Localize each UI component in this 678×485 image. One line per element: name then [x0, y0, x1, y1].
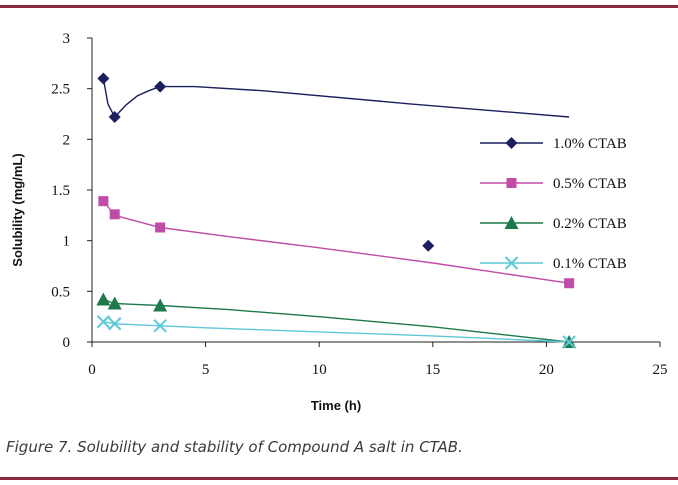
x-tick-label: 20 — [539, 362, 554, 378]
data-point-square — [109, 209, 120, 220]
data-point-diamond — [97, 72, 110, 85]
x-axis-title: Time (h) — [311, 398, 361, 413]
series-line-square — [102, 200, 570, 284]
series-lines — [102, 78, 570, 343]
data-point-square — [155, 222, 166, 233]
data-point-x — [96, 315, 111, 329]
legend-label: 0.1% CTAB — [553, 256, 627, 272]
top-rule — [0, 5, 678, 8]
data-point-x — [108, 317, 122, 331]
legend-marker — [504, 216, 519, 229]
x-tick-label: 0 — [88, 362, 96, 378]
data-point-square — [98, 196, 109, 207]
legend-marker — [506, 178, 517, 188]
legend-label: 0.5% CTAB — [553, 176, 627, 192]
data-point-x — [562, 335, 576, 349]
y-tick-label: 2 — [63, 132, 71, 148]
figure-caption: Figure 7. Solubility and stability of Co… — [6, 438, 463, 456]
legend-marker — [504, 256, 519, 270]
data-point-square — [564, 278, 575, 289]
legend-label: 0.2% CTAB — [553, 216, 627, 232]
solubility-chart: 0 0.5 1 1.5 2 2.5 3 0 5 10 15 20 25 1.0% CTAB 0.5% CT… — [10, 31, 668, 413]
data-point-triangle — [96, 292, 111, 306]
data-point-triangle — [153, 298, 168, 312]
data-point-diamond — [154, 80, 167, 93]
x-tick-label: 25 — [653, 362, 668, 378]
x-tick-label: 5 — [202, 362, 210, 378]
series-line-triangle — [103, 298, 570, 343]
series-line-x — [103, 321, 570, 343]
y-axis-title: Solubility (mg/mL) — [10, 153, 25, 266]
y-tick-label: 1.5 — [51, 183, 70, 199]
series-line-diamond — [102, 78, 570, 119]
x-tick-label: 10 — [312, 362, 327, 378]
legend: 1.0% CTAB 0.5% CTAB 0.2% CTAB 0.1% CTAB — [480, 136, 627, 272]
y-tick-label: 2.5 — [51, 82, 70, 98]
axes: 0 0.5 1 1.5 2 2.5 3 0 5 10 15 20 25 — [51, 31, 667, 378]
bottom-rule — [0, 477, 678, 480]
legend-label: 1.0% CTAB — [553, 136, 627, 152]
data-markers — [96, 72, 577, 349]
y-tick-label: 1 — [63, 234, 71, 250]
x-tick-label: 15 — [425, 362, 440, 378]
legend-marker — [505, 137, 518, 149]
y-tick-label: 0 — [63, 335, 71, 351]
data-point-diamond — [108, 111, 121, 124]
y-tick-label: 3 — [63, 31, 71, 47]
data-point-triangle — [107, 296, 122, 310]
y-tick-label: 0.5 — [51, 284, 70, 300]
data-point-diamond — [422, 239, 435, 252]
data-point-x — [153, 319, 167, 333]
